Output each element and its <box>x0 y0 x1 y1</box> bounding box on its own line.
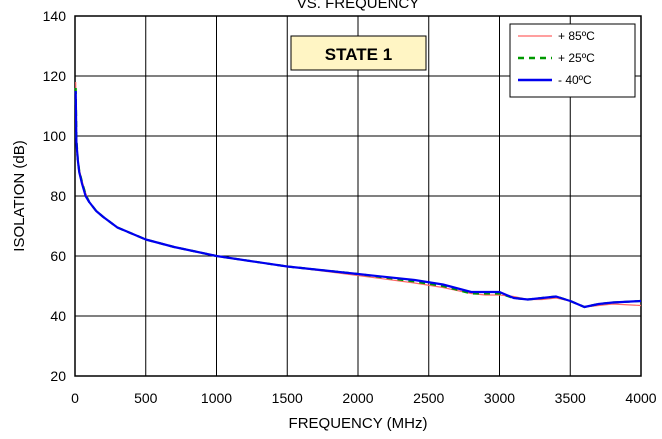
legend-items: + 85ºC + 25ºC - 40ºC <box>518 29 595 87</box>
x-tick-label: 3000 <box>484 390 515 406</box>
y-tick-label: 80 <box>50 188 66 204</box>
x-tick-label: 2000 <box>342 390 373 406</box>
y-tick-label: 20 <box>50 368 66 384</box>
x-tick-label: 0 <box>71 390 79 406</box>
legend: + 85ºC + 25ºC - 40ºC <box>509 23 636 98</box>
x-tick-labels: 0 500 1000 1500 2000 2500 3000 3500 4000 <box>71 390 657 406</box>
series-line <box>74 90 642 309</box>
y-tick-label: 40 <box>50 308 66 324</box>
y-tick-label: 140 <box>43 8 67 24</box>
x-tick-label: 500 <box>134 390 158 406</box>
state-annotation-box <box>290 35 427 71</box>
legend-label: - 40ºC <box>558 73 592 87</box>
legend-label: + 25ºC <box>558 51 595 65</box>
y-tick-labels: 20 40 60 80 100 120 140 <box>43 8 67 384</box>
plot-grid <box>74 15 642 377</box>
y-axis-title: ISOLATION (dB) <box>11 140 28 251</box>
x-tick-label: 2500 <box>413 390 444 406</box>
y-tick-label: 120 <box>43 68 67 84</box>
data-series <box>74 81 642 309</box>
x-tick-label: 1000 <box>201 390 232 406</box>
y-tick-label: 100 <box>43 128 67 144</box>
x-tick-label: 3500 <box>555 390 586 406</box>
state-annotation: STATE 1 <box>290 35 427 71</box>
plot-area-border <box>74 15 642 377</box>
x-tick-label: 4000 <box>625 390 656 406</box>
y-tick-label: 60 <box>50 248 66 264</box>
x-axis-title: FREQUENCY (MHz) <box>289 415 428 432</box>
x-tick-label: 1500 <box>272 390 303 406</box>
legend-label: + 85ºC <box>558 29 595 43</box>
state-annotation-label: STATE 1 <box>325 45 392 64</box>
chart-title: VS. FREQUENCY <box>297 0 420 12</box>
